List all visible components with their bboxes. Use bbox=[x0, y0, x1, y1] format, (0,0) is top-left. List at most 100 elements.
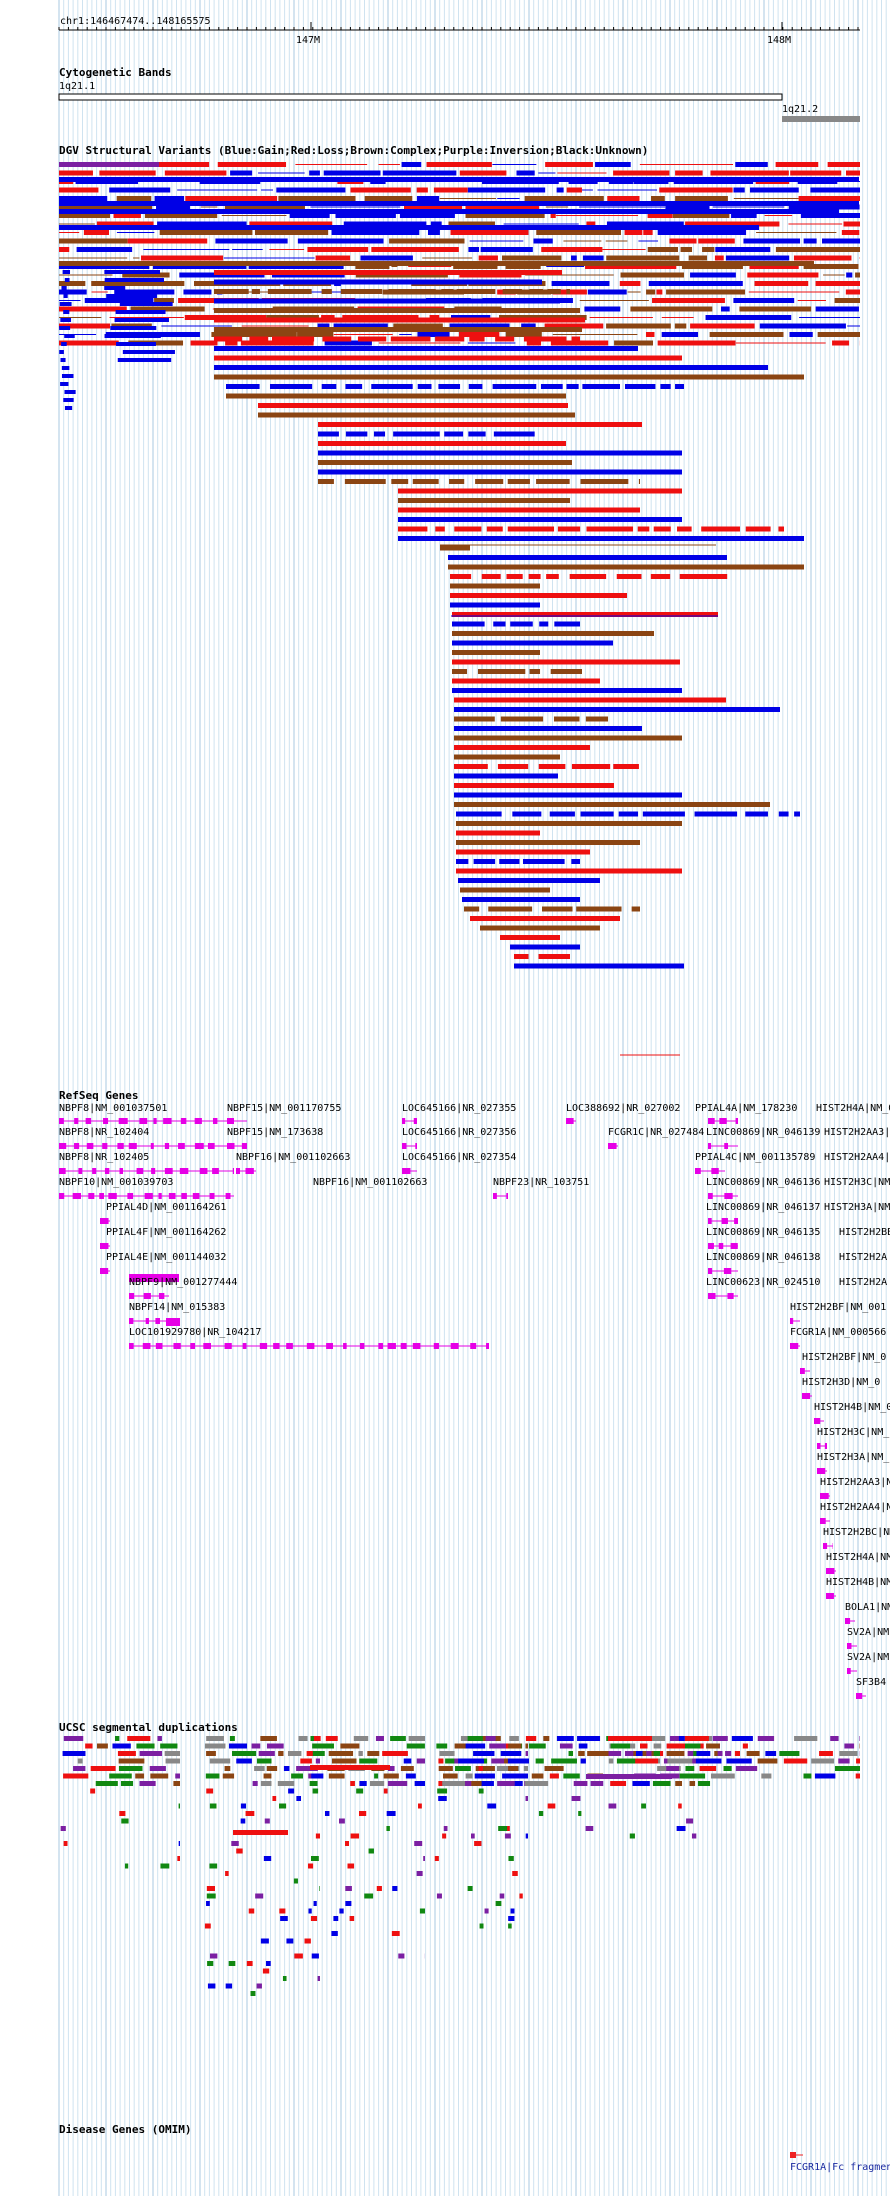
sv-feature[interactable] bbox=[278, 196, 356, 201]
gene-exon[interactable] bbox=[151, 1168, 156, 1174]
sv-feature[interactable] bbox=[388, 289, 436, 294]
segdup-feature[interactable] bbox=[686, 1758, 702, 1764]
sv-feature[interactable] bbox=[521, 323, 536, 329]
sv-feature[interactable] bbox=[458, 878, 600, 883]
segdup-feature[interactable] bbox=[228, 1961, 236, 1966]
gene-exon[interactable] bbox=[74, 1143, 80, 1149]
gene-exon[interactable] bbox=[92, 1168, 97, 1174]
segdup-feature[interactable] bbox=[207, 1961, 214, 1966]
sv-feature[interactable] bbox=[492, 384, 537, 389]
sv-feature[interactable] bbox=[759, 323, 846, 329]
segdup-feature[interactable] bbox=[209, 1803, 217, 1809]
segdup-feature[interactable] bbox=[543, 1736, 550, 1741]
segdup-feature[interactable] bbox=[95, 1781, 118, 1786]
gene-exon[interactable] bbox=[734, 1218, 738, 1224]
segdup-feature[interactable] bbox=[434, 1856, 439, 1861]
segdup-feature[interactable] bbox=[544, 1766, 564, 1771]
segdup-feature[interactable] bbox=[406, 1743, 425, 1749]
gene-exon[interactable] bbox=[85, 1118, 92, 1124]
sv-feature[interactable] bbox=[497, 764, 529, 769]
sv-feature[interactable] bbox=[473, 859, 496, 864]
gene-exon[interactable] bbox=[306, 1343, 315, 1349]
segdup-feature[interactable] bbox=[175, 1773, 180, 1779]
sv-feature[interactable] bbox=[433, 187, 468, 193]
segdup-feature[interactable] bbox=[819, 1751, 833, 1756]
sv-feature[interactable] bbox=[435, 336, 465, 342]
sv-feature[interactable] bbox=[545, 162, 593, 167]
sv-feature[interactable] bbox=[454, 783, 614, 788]
sv-feature[interactable] bbox=[660, 384, 671, 389]
sv-feature[interactable] bbox=[84, 298, 154, 303]
segdup-feature[interactable] bbox=[465, 1773, 473, 1779]
sv-feature[interactable] bbox=[114, 318, 169, 322]
segdup-feature[interactable] bbox=[442, 1833, 447, 1839]
sv-feature[interactable] bbox=[115, 310, 166, 314]
segdup-feature[interactable] bbox=[383, 1773, 399, 1779]
sv-feature[interactable] bbox=[747, 272, 819, 278]
gene-exon[interactable] bbox=[802, 1393, 811, 1399]
sv-feature[interactable] bbox=[587, 289, 627, 295]
sv-feature[interactable] bbox=[645, 332, 655, 337]
sv-feature[interactable] bbox=[297, 332, 334, 337]
segdup-feature[interactable] bbox=[266, 1743, 284, 1749]
sv-feature[interactable] bbox=[59, 238, 128, 244]
segdup-feature[interactable] bbox=[325, 1736, 338, 1741]
segdup-feature[interactable] bbox=[441, 1766, 451, 1771]
segdup-feature[interactable] bbox=[403, 1758, 412, 1764]
segdup-feature[interactable] bbox=[497, 1781, 523, 1786]
gene-label[interactable]: HIST2H2BB bbox=[839, 1227, 890, 1238]
sv-feature[interactable] bbox=[841, 230, 860, 235]
gene-exon[interactable] bbox=[826, 1593, 834, 1599]
sv-feature[interactable] bbox=[130, 306, 205, 312]
segdup-feature[interactable] bbox=[689, 1781, 696, 1786]
segdup-feature[interactable] bbox=[509, 1736, 519, 1741]
sv-feature[interactable] bbox=[454, 707, 780, 712]
gene-exon[interactable] bbox=[402, 1143, 407, 1149]
segdup-feature[interactable] bbox=[481, 1758, 488, 1764]
sv-feature[interactable] bbox=[104, 286, 126, 290]
sv-feature[interactable] bbox=[315, 255, 351, 261]
segdup-feature[interactable] bbox=[666, 1743, 681, 1749]
sv-feature[interactable] bbox=[749, 187, 799, 193]
sv-feature[interactable] bbox=[64, 278, 70, 282]
sv-feature[interactable] bbox=[735, 162, 768, 167]
sv-feature[interactable] bbox=[452, 659, 680, 665]
gene-exon[interactable] bbox=[173, 1343, 181, 1349]
segdup-feature[interactable] bbox=[398, 1953, 405, 1959]
segdup-feature[interactable] bbox=[206, 1751, 216, 1756]
segdup-feature[interactable] bbox=[467, 1736, 483, 1741]
sv-feature[interactable] bbox=[390, 336, 431, 342]
gene-label[interactable]: HIST2H3A|NM_ bbox=[817, 1452, 890, 1463]
sv-feature[interactable] bbox=[452, 650, 540, 655]
gene-label[interactable]: LINC00869|NR_046135 bbox=[706, 1227, 821, 1238]
sv-feature[interactable] bbox=[364, 196, 413, 201]
sv-feature[interactable] bbox=[566, 289, 570, 294]
sv-feature[interactable] bbox=[502, 289, 522, 294]
segdup-feature[interactable] bbox=[278, 1751, 284, 1756]
sv-feature[interactable] bbox=[60, 318, 72, 322]
segdup-feature[interactable] bbox=[676, 1826, 686, 1831]
sv-feature[interactable] bbox=[452, 612, 718, 617]
gene-label[interactable]: HIST2H4B|NM_0 bbox=[814, 1402, 890, 1413]
segdup-feature[interactable] bbox=[734, 1751, 741, 1756]
segdup-feature[interactable] bbox=[328, 1751, 354, 1756]
gene-label[interactable]: NBPF14|NM_015383 bbox=[129, 1302, 226, 1313]
sv-feature[interactable] bbox=[542, 906, 573, 912]
sv-feature[interactable] bbox=[60, 358, 66, 362]
sv-feature[interactable] bbox=[631, 906, 640, 912]
segdup-feature[interactable] bbox=[308, 1908, 312, 1914]
segdup-feature[interactable] bbox=[127, 1736, 151, 1741]
segdup-feature[interactable] bbox=[117, 1751, 136, 1756]
sv-feature[interactable] bbox=[493, 621, 506, 627]
sv-feature[interactable] bbox=[164, 170, 227, 176]
gene-exon[interactable] bbox=[724, 1143, 729, 1149]
gene-exon[interactable] bbox=[845, 1618, 851, 1624]
segdup-feature[interactable] bbox=[331, 1758, 357, 1764]
gene-label[interactable]: NBPF16|NM_001102663 bbox=[313, 1177, 428, 1188]
gene-exon[interactable] bbox=[158, 1193, 162, 1199]
sv-feature[interactable] bbox=[60, 382, 69, 386]
gene-exon[interactable] bbox=[400, 1343, 407, 1349]
omim-feature-label[interactable]: FCGR1A|Fc fragment bbox=[790, 2162, 890, 2173]
segdup-feature[interactable] bbox=[783, 1758, 808, 1764]
